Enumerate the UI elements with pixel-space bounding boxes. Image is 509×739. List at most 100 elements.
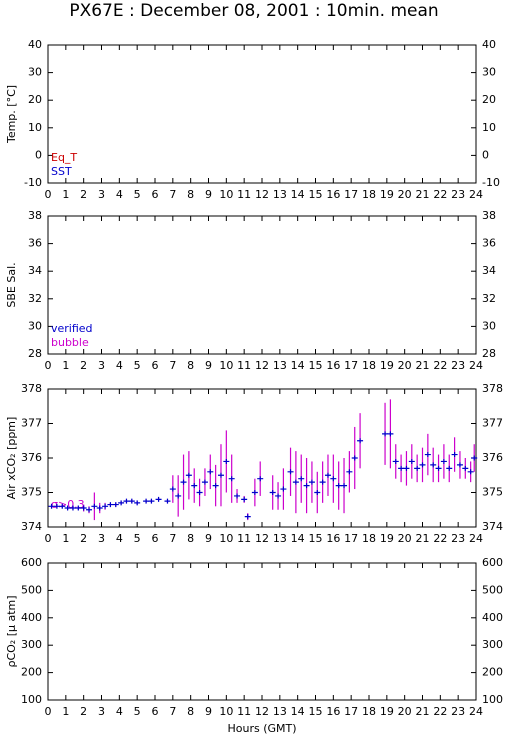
data-point (403, 465, 410, 471)
x-tick-label: 24 (469, 359, 483, 372)
data-point (456, 462, 463, 468)
x-tick-label: 23 (451, 705, 465, 718)
data-point (257, 476, 264, 482)
data-point (134, 500, 141, 506)
y2-tick-label: 378 (482, 382, 503, 395)
x-tick-label: 15 (309, 705, 323, 718)
data-point (223, 458, 230, 464)
x-tick-label: 6 (152, 359, 159, 372)
data-point (471, 455, 478, 461)
y-tick-label: 500 (21, 583, 42, 596)
x-tick-label: 8 (187, 532, 194, 545)
x-tick-label: 4 (116, 188, 123, 201)
x-tick-label: 24 (469, 532, 483, 545)
data-point (107, 502, 114, 508)
x-tick-label: 20 (398, 188, 412, 201)
y2-tick-label: 300 (482, 638, 503, 651)
x-tick-label: 22 (433, 188, 447, 201)
y2-tick-label: 36 (482, 237, 496, 250)
y2-tick-label: 374 (482, 520, 503, 533)
x-tick-label: 5 (134, 705, 141, 718)
y2-tick-label: 20 (482, 93, 496, 106)
data-point (244, 514, 251, 520)
y2-tick-label: 32 (482, 292, 496, 305)
data-point (314, 490, 321, 495)
x-tick-label: 20 (398, 359, 412, 372)
data-point (96, 505, 103, 511)
y2-tick-label: 40 (482, 38, 496, 51)
y2-tick-label: 100 (482, 693, 503, 706)
x-tick-label: 0 (45, 532, 52, 545)
data-point (351, 455, 358, 461)
x-tick-label: 2 (80, 705, 87, 718)
x-tick-label: 9 (205, 188, 212, 201)
x-tick-label: 22 (433, 359, 447, 372)
y-tick-label: 0 (35, 148, 42, 161)
data-point (64, 505, 71, 511)
x-tick-label: 6 (152, 532, 159, 545)
x-tick-label: 7 (169, 188, 176, 201)
x-tick-label: 1 (62, 359, 69, 372)
x-tick-label: 9 (205, 705, 212, 718)
data-point (392, 458, 399, 464)
x-tick-label: 14 (291, 359, 305, 372)
data-point (86, 507, 93, 513)
data-point (287, 469, 294, 475)
x-tick-label: 19 (380, 705, 394, 718)
x-tick-label: 15 (309, 188, 323, 201)
y-axis-label: Temp. [°C] (5, 85, 18, 144)
x-tick-label: 6 (152, 188, 159, 201)
data-point (408, 458, 415, 464)
y-tick-label: 377 (21, 417, 42, 430)
data-point (164, 498, 171, 504)
data-point (330, 476, 337, 482)
y2-tick-label: 200 (482, 666, 503, 679)
x-tick-label: 0 (45, 188, 52, 201)
data-point (148, 498, 155, 504)
y2-tick-label: 600 (482, 556, 503, 569)
data-point (128, 498, 135, 504)
x-tick-label: 21 (416, 359, 430, 372)
data-point (69, 505, 76, 511)
data-point (143, 498, 150, 504)
data-point (398, 465, 405, 471)
data-point (419, 462, 426, 468)
data-point (424, 452, 431, 458)
data-point (251, 490, 258, 495)
data-point (155, 496, 162, 502)
x-tick-label: 18 (362, 359, 376, 372)
x-tick-label: 17 (344, 532, 358, 545)
x-tick-label: 2 (80, 532, 87, 545)
data-point (234, 493, 241, 499)
x-tick-label: 16 (326, 705, 340, 718)
legend-entry: bubble (51, 336, 89, 349)
x-tick-label: 16 (326, 359, 340, 372)
y2-tick-label: 375 (482, 486, 503, 499)
data-point (201, 479, 208, 485)
x-tick-label: 3 (98, 188, 105, 201)
chart-title: PX67E : December 08, 2001 : 10min. mean (69, 1, 438, 21)
data-point (357, 438, 364, 444)
x-tick-label: 12 (255, 532, 269, 545)
y2-tick-label: 30 (482, 319, 496, 332)
x-tick-label: 11 (237, 705, 251, 718)
y-tick-label: 28 (28, 347, 42, 360)
y2-tick-label: 400 (482, 611, 503, 624)
x-tick-label: 10 (219, 359, 233, 372)
data-point (102, 503, 109, 509)
data-point (382, 431, 389, 437)
y2-tick-label: 0 (482, 148, 489, 161)
y-axis-label: SBE Sal. (5, 262, 18, 307)
x-tick-label: 1 (62, 188, 69, 201)
data-point (298, 476, 305, 482)
x-tick-label: 13 (273, 188, 287, 201)
y-tick-label: 30 (28, 319, 42, 332)
x-tick-label: 24 (469, 188, 483, 201)
data-point (169, 486, 176, 492)
data-point (414, 465, 421, 471)
x-tick-label: 13 (273, 532, 287, 545)
y2-tick-label: 376 (482, 451, 503, 464)
data-point (440, 458, 447, 464)
y-tick-label: 400 (21, 611, 42, 624)
